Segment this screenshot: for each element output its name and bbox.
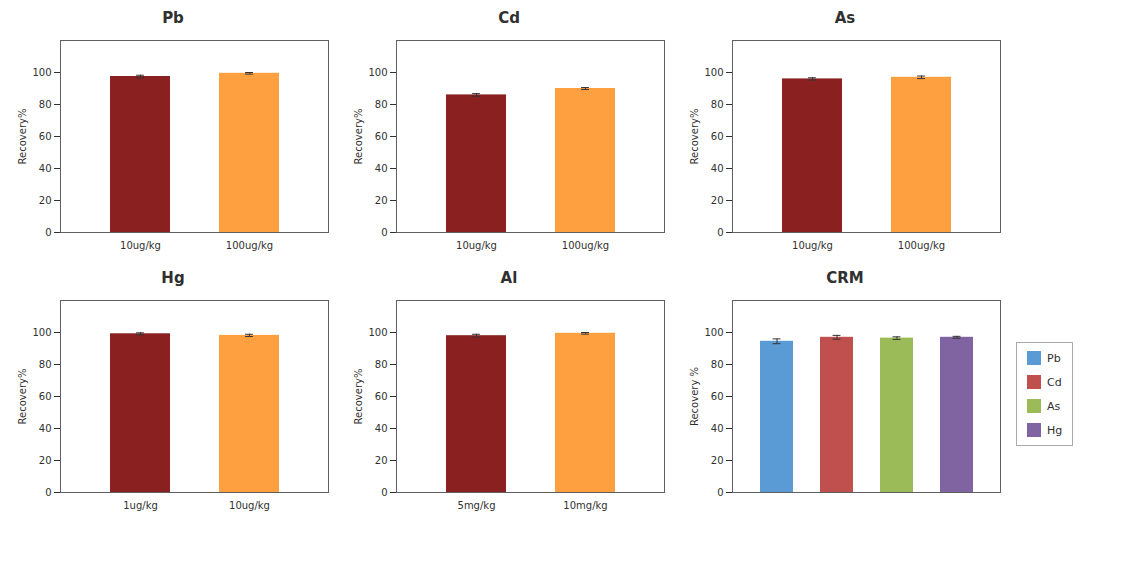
svg-text:40: 40 <box>375 163 388 174</box>
svg-text:100: 100 <box>704 67 723 78</box>
svg-text:80: 80 <box>375 99 388 110</box>
svg-text:0: 0 <box>381 487 387 498</box>
svg-text:0: 0 <box>45 227 51 238</box>
svg-text:80: 80 <box>711 359 724 370</box>
svg-text:20: 20 <box>375 195 388 206</box>
svg-text:60: 60 <box>39 391 52 402</box>
svg-text:80: 80 <box>39 99 52 110</box>
html-text:Al: Al <box>500 269 518 287</box>
svg-text:40: 40 <box>711 163 724 174</box>
svg-text:80: 80 <box>375 359 388 370</box>
svg-text:Recovery%: Recovery% <box>17 109 28 165</box>
svg-text:60: 60 <box>375 391 388 402</box>
svg-text:60: 60 <box>711 131 724 142</box>
svg-text:0: 0 <box>717 227 723 238</box>
html-text:Cd: Cd <box>1047 375 1062 389</box>
svg-text:10ug/kg: 10ug/kg <box>792 240 833 251</box>
svg-text:20: 20 <box>39 195 52 206</box>
svg-text:0: 0 <box>45 487 51 498</box>
svg-text:20: 20 <box>711 195 724 206</box>
svg-text:100: 100 <box>32 67 51 78</box>
svg-text:40: 40 <box>375 423 388 434</box>
svg-text:80: 80 <box>39 359 52 370</box>
html-text:Pb: Pb <box>162 9 184 27</box>
svg-text:60: 60 <box>375 131 388 142</box>
svg-text:100ug/kg: 100ug/kg <box>898 240 945 251</box>
svg-text:10ug/kg: 10ug/kg <box>456 240 497 251</box>
html-text:Pb: Pb <box>1047 351 1061 365</box>
svg-text:20: 20 <box>711 455 724 466</box>
html-text:Cd: Cd <box>498 9 520 27</box>
svg-text:100: 100 <box>368 327 387 338</box>
html-text:CRM: CRM <box>826 269 864 287</box>
svg-text:100: 100 <box>32 327 51 338</box>
svg-text:10ug/kg: 10ug/kg <box>229 500 270 511</box>
svg-text:100ug/kg: 100ug/kg <box>562 240 609 251</box>
svg-text:20: 20 <box>39 455 52 466</box>
svg-text:100: 100 <box>704 327 723 338</box>
html-text:Hg: Hg <box>161 269 185 287</box>
svg-text:Recovery%: Recovery% <box>689 109 700 165</box>
svg-text:60: 60 <box>39 131 52 142</box>
svg-text:0: 0 <box>717 487 723 498</box>
html-text:As: As <box>834 9 856 27</box>
svg-text:5mg/kg: 5mg/kg <box>458 500 496 511</box>
svg-text:100ug/kg: 100ug/kg <box>226 240 273 251</box>
svg-text:10mg/kg: 10mg/kg <box>563 500 607 511</box>
svg-text:20: 20 <box>375 455 388 466</box>
svg-text:80: 80 <box>711 99 724 110</box>
html-text:As: As <box>1047 399 1061 413</box>
svg-text:Recovery%: Recovery% <box>17 369 28 425</box>
svg-text:40: 40 <box>39 423 52 434</box>
svg-text:10ug/kg: 10ug/kg <box>120 240 161 251</box>
svg-text:0: 0 <box>381 227 387 238</box>
html-text:Hg: Hg <box>1047 423 1063 437</box>
svg-text:Recovery%: Recovery% <box>353 369 364 425</box>
svg-text:Recovery %: Recovery % <box>689 367 700 426</box>
svg-text:1ug/kg: 1ug/kg <box>123 500 158 511</box>
svg-text:Recovery%: Recovery% <box>353 109 364 165</box>
svg-text:40: 40 <box>711 423 724 434</box>
svg-text:40: 40 <box>39 163 52 174</box>
svg-text:100: 100 <box>368 67 387 78</box>
svg-text:60: 60 <box>711 391 724 402</box>
